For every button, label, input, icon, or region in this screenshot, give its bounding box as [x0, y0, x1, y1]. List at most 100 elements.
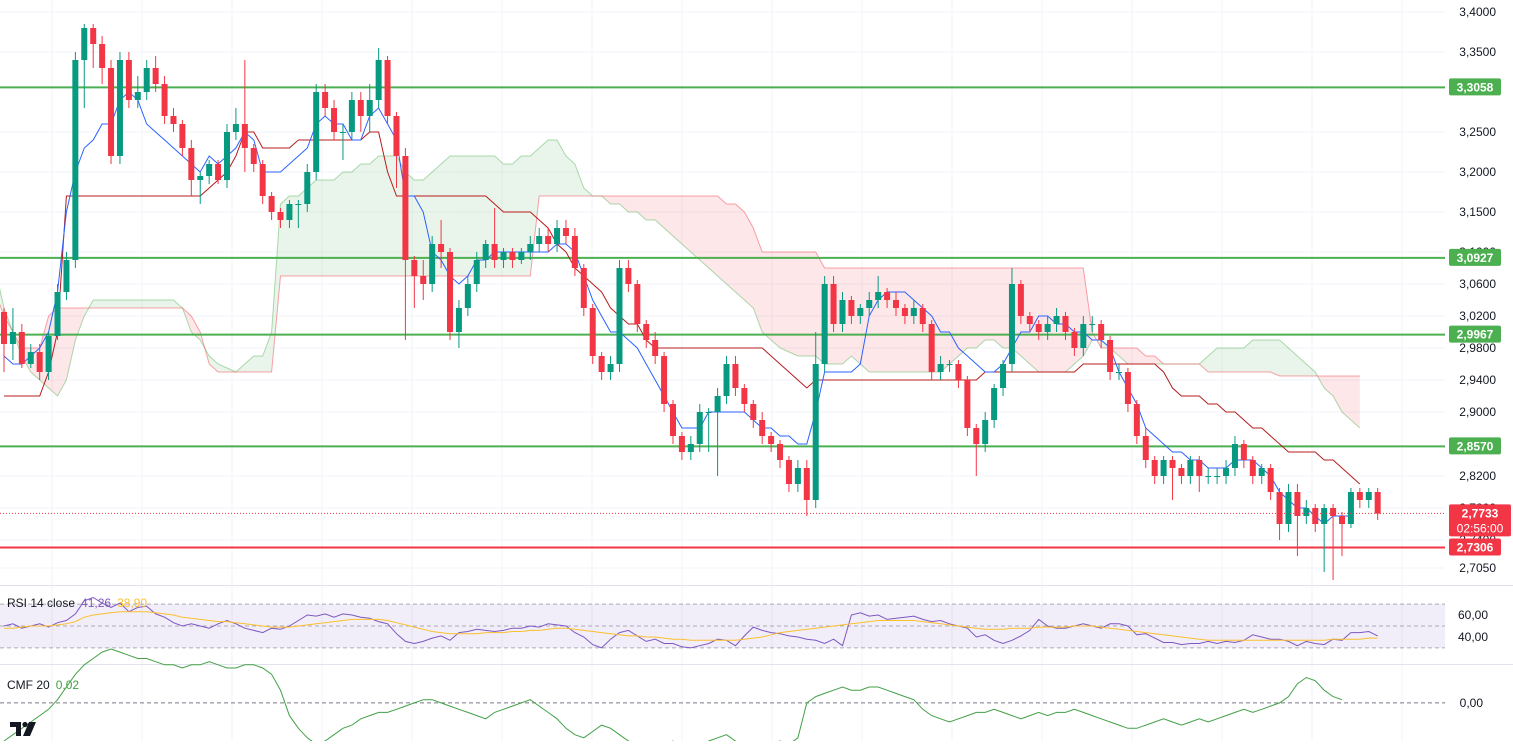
- cloud-segment: [887, 268, 896, 372]
- cloud-segment: [325, 180, 335, 276]
- price-tick-label: 3,1500: [1459, 205, 1496, 219]
- candle-body: [72, 60, 79, 260]
- candle-body: [768, 436, 775, 444]
- cloud-segment: [601, 196, 611, 204]
- level-price-tag: [1449, 78, 1501, 96]
- candle-body: [1249, 460, 1256, 476]
- candle-body: [937, 364, 944, 372]
- candle-body: [1276, 492, 1283, 524]
- rsi-title: RSI 14 close: [7, 596, 76, 610]
- cloud-segment: [762, 252, 772, 340]
- candle-body: [562, 228, 569, 236]
- cloud-segment: [1056, 268, 1066, 372]
- candle-body: [991, 388, 998, 420]
- cloud-segment: [610, 196, 620, 204]
- candle-body: [509, 252, 516, 260]
- candle-body: [473, 260, 480, 284]
- candle-body: [99, 44, 106, 68]
- candle-body: [1089, 324, 1096, 325]
- cloud-segment: [681, 196, 691, 252]
- cloud-segment: [262, 332, 272, 372]
- cloud-segment: [1217, 348, 1227, 372]
- cloud-segment: [1297, 356, 1307, 376]
- cloud-segment: [334, 172, 343, 276]
- cloud-segment: [940, 268, 950, 372]
- last-price-label: 2,7733: [1462, 506, 1499, 520]
- candle-body: [866, 300, 873, 308]
- cloud-segment: [1306, 364, 1316, 376]
- candle-body: [821, 284, 828, 364]
- cloud-segment: [1145, 356, 1155, 364]
- cloud-segment: [976, 268, 986, 348]
- candle-body: [652, 340, 659, 356]
- cloud-segment: [200, 332, 210, 364]
- cloud-segment: [788, 252, 798, 356]
- candle-body: [1374, 492, 1381, 514]
- candle-body: [125, 60, 132, 100]
- candle-body: [384, 60, 391, 116]
- candle-body: [482, 244, 489, 260]
- candle-body: [455, 308, 462, 332]
- candle-body: [848, 300, 855, 316]
- candle-body: [464, 284, 471, 308]
- cloud-segment: [1208, 348, 1218, 372]
- candle-body: [268, 196, 275, 212]
- candle-body: [1178, 468, 1185, 476]
- candle-body: [857, 308, 864, 316]
- price-tick-label: 3,2500: [1459, 125, 1496, 139]
- price-tick-label: 2,7050: [1459, 561, 1496, 575]
- cloud-segment: [637, 196, 647, 220]
- cloud-segment: [708, 196, 718, 276]
- level-price-label: 3,0927: [1457, 251, 1494, 265]
- tradingview-logo-icon[interactable]: [8, 718, 42, 738]
- candle-body: [1053, 316, 1060, 324]
- candle-body: [714, 396, 721, 412]
- cloud-segment: [342, 172, 352, 276]
- cmf-title: CMF 20: [7, 678, 50, 692]
- candle-body: [1187, 460, 1194, 476]
- cloud-segment: [1288, 348, 1298, 376]
- candle-body: [1160, 460, 1167, 476]
- cloud-segment: [1136, 348, 1146, 364]
- level-price-label: 3,3058: [1457, 80, 1494, 94]
- candle-body: [901, 308, 908, 316]
- rsi-value: 41,26: [81, 596, 112, 610]
- candle-body: [322, 92, 329, 108]
- candle-body: [1294, 492, 1301, 516]
- candle-body: [1107, 340, 1114, 372]
- candle-body: [580, 268, 587, 308]
- cloud-segment: [583, 188, 593, 196]
- cloud-segment: [699, 196, 709, 268]
- cloud-segment: [378, 156, 388, 276]
- candle-body: [134, 92, 141, 100]
- candle-body: [982, 420, 989, 444]
- candle-body: [1365, 492, 1372, 500]
- candle-body: [696, 412, 703, 444]
- candle-body: [90, 28, 97, 44]
- cloud-segment: [1119, 348, 1128, 364]
- cloud-segment: [771, 252, 781, 348]
- price-tick-label: 3,0600: [1459, 277, 1496, 291]
- cloud-segment: [690, 196, 700, 260]
- rsi-tick-label: 40,00: [1458, 630, 1488, 644]
- cloud-segment: [1324, 376, 1334, 396]
- candle-body: [81, 28, 88, 60]
- cloud-segment: [119, 300, 129, 308]
- cloud-segment: [512, 156, 522, 276]
- cloud-segment: [93, 300, 103, 308]
- candle-body: [670, 404, 676, 436]
- candle-body: [607, 364, 614, 372]
- price-tick-label: 2,9000: [1459, 405, 1496, 419]
- candle-body: [250, 148, 257, 164]
- cloud-segment: [735, 204, 745, 300]
- candle-body: [331, 108, 338, 132]
- cloud-segment: [878, 268, 888, 372]
- candle-body: [1258, 468, 1265, 476]
- candle-body: [447, 252, 453, 332]
- cloud-segment: [458, 156, 468, 276]
- cloud-segment: [235, 364, 245, 372]
- candle-body: [9, 332, 16, 344]
- candle-body: [63, 260, 70, 292]
